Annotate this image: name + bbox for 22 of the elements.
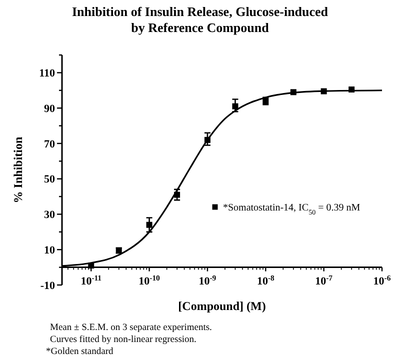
point <box>146 222 152 228</box>
y-tick-label: 110 <box>39 68 56 80</box>
y-axis-title: % Inhibition <box>11 136 25 204</box>
y-tick-label: 90 <box>44 102 56 115</box>
text: Mean ± S.E.M. on 3 separate experiments. <box>50 323 212 333</box>
chart-title: Inhibition of Insulin Release, Glucose-induced by Reference Compound <box>72 4 329 35</box>
x-tick-label: 10$^{-11}$ <box>80 272 102 288</box>
text: *Golden standard <box>46 347 114 357</box>
x-tick-label: 10$^{-7}$ <box>315 272 333 288</box>
x-tick-label: 10$^{-10}$ <box>138 272 160 288</box>
x-tick-label: 10$^{-9}$ <box>198 272 216 288</box>
text: Curves fitted by non-linear regression. <box>50 335 196 345</box>
x-tick-label: 10$^{-6}$ <box>373 272 391 288</box>
point <box>232 103 238 110</box>
x-axis-title: [Compound] (M) <box>178 299 266 313</box>
y-tick-label: 50 <box>44 174 56 186</box>
y-tick-label: 70 <box>44 138 56 150</box>
y-tick-label: -10 <box>40 280 56 292</box>
y-tick-label: 10 <box>44 244 56 256</box>
x-tick-label: 10$^{-8}$ <box>256 272 274 288</box>
y-tick-label: 30 <box>44 209 56 222</box>
legend-label: *Somatostatin-14, IC$_{50}$ = 0.39 nM <box>223 202 360 216</box>
